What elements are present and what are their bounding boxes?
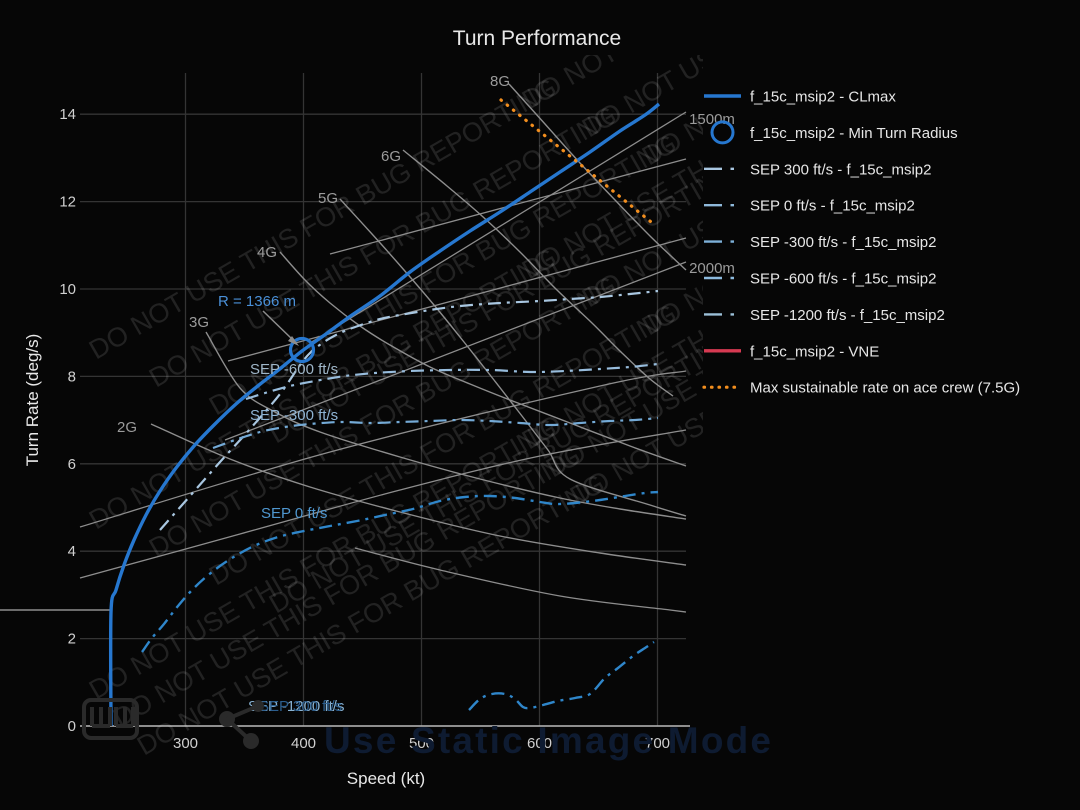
svg-text:DO NOT USE THIS FOR BUG REPORT: DO NOT USE THIS FOR BUG REPORTING	[697, 76, 1080, 369]
svg-text:Use Static Image Mode: Use Static Image Mode	[324, 720, 773, 761]
svg-text:SEP -300 ft/s: SEP -300 ft/s	[250, 407, 338, 424]
svg-text:SEP 300 ft/s - f_15c_msip2: SEP 300 ft/s - f_15c_msip2	[750, 161, 932, 178]
svg-text:SEP -1200 ft/s - f_15c_msip2: SEP -1200 ft/s - f_15c_msip2	[750, 307, 945, 324]
svg-text:10: 10	[59, 281, 76, 298]
svg-text:1500m: 1500m	[689, 111, 735, 128]
svg-text:0: 0	[68, 718, 76, 735]
svg-text:5G: 5G	[318, 190, 338, 207]
svg-text:f_15c_msip2 - Min Turn Radius: f_15c_msip2 - Min Turn Radius	[750, 125, 958, 142]
svg-text:SEP -1200 ft/s: SEP -1200 ft/s	[248, 698, 344, 715]
svg-text:8G: 8G	[490, 73, 510, 90]
svg-text:R = 1366 m: R = 1366 m	[218, 293, 296, 310]
svg-text:Turn Performance: Turn Performance	[453, 27, 621, 50]
svg-text:500: 500	[409, 735, 434, 752]
svg-text:DO NOT USE THIS FOR BUG REPORT: DO NOT USE THIS FOR BUG REPORTING	[637, 0, 1080, 171]
svg-text:12: 12	[59, 194, 76, 211]
svg-text:SEP -300 ft/s - f_15c_msip2: SEP -300 ft/s - f_15c_msip2	[750, 234, 936, 251]
svg-text:4: 4	[68, 543, 76, 560]
svg-text:300: 300	[173, 735, 198, 752]
svg-text:400: 400	[291, 735, 316, 752]
svg-text:SEP 0 ft/s: SEP 0 ft/s	[261, 505, 327, 522]
svg-text:2G: 2G	[117, 419, 137, 436]
svg-text:14: 14	[59, 106, 76, 123]
svg-text:Turn Rate (deg/s): Turn Rate (deg/s)	[23, 334, 42, 467]
svg-text:6: 6	[68, 456, 76, 473]
svg-text:SEP -600 ft/s: SEP -600 ft/s	[250, 361, 338, 378]
svg-text:SEP 300 ft/s: SEP 300 ft/s	[259, 698, 342, 715]
svg-text:SEP 0 ft/s - f_15c_msip2: SEP 0 ft/s - f_15c_msip2	[750, 198, 915, 215]
svg-text:f_15c_msip2 - CLmax: f_15c_msip2 - CLmax	[750, 89, 896, 106]
svg-text:SEP -600 ft/s - f_15c_msip2: SEP -600 ft/s - f_15c_msip2	[750, 271, 936, 288]
svg-text:2: 2	[68, 631, 76, 648]
svg-text:8: 8	[68, 368, 76, 385]
svg-text:DO NOT USE THIS FOR BUG REPORT: DO NOT USE THIS FOR BUG REPORTING	[577, 0, 1055, 143]
svg-text:Max sustainable rate on ace cr: Max sustainable rate on ace crew (7.5G)	[750, 380, 1020, 397]
svg-text:6G: 6G	[381, 148, 401, 165]
svg-text:600: 600	[527, 735, 552, 752]
svg-text:Speed (kt): Speed (kt)	[347, 769, 425, 788]
svg-text:2000m: 2000m	[689, 260, 735, 277]
svg-text:700: 700	[645, 735, 670, 752]
svg-text:f_15c_msip2 - VNE: f_15c_msip2 - VNE	[750, 343, 879, 360]
svg-text:4G: 4G	[257, 244, 277, 261]
svg-text:3G: 3G	[189, 314, 209, 331]
